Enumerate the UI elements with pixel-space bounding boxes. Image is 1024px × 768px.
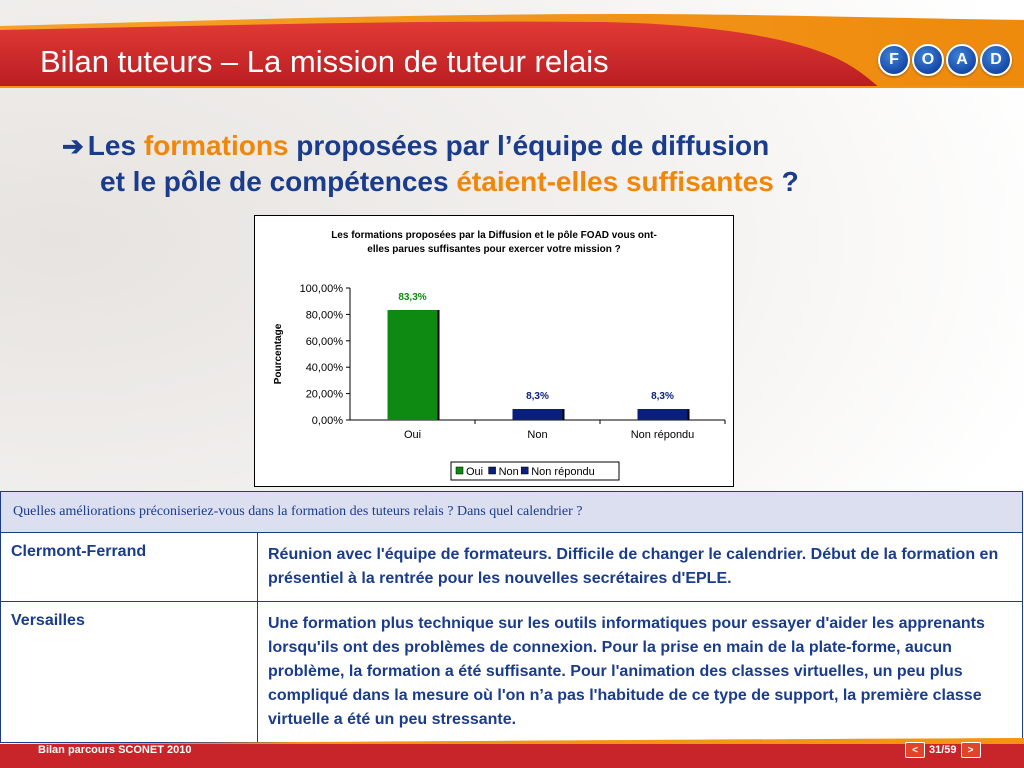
answers-table: Quelles améliorations préconiseriez-vous… [0, 491, 1023, 743]
legend-label: Non répondu [531, 466, 595, 478]
chart-title: elles parues suffisantes pour exercer vo… [367, 244, 620, 255]
legend-swatch [455, 466, 464, 475]
table-row: Clermont-Ferrand Réunion avec l'équipe d… [0, 532, 1023, 602]
x-tick-label: Oui [404, 429, 421, 441]
y-tick-label: 0,00% [312, 415, 343, 427]
legend-label: Oui [466, 466, 483, 478]
y-tick-label: 100,00% [300, 283, 344, 295]
bar [637, 409, 688, 420]
table-header-row: Quelles améliorations préconiseriez-vous… [0, 491, 1023, 533]
heading-line-1: ➔ Les formations proposées par l’équipe d… [62, 128, 799, 164]
chart-legend [450, 461, 620, 481]
y-tick-label: 80,00% [306, 309, 344, 321]
heading-text: proposées par l’équipe de diffusion [288, 130, 770, 161]
city-cell: Versailles [0, 601, 258, 743]
y-tick-label: 40,00% [306, 362, 344, 374]
heading-text: Les [87, 130, 144, 161]
logo-letter: O [912, 44, 944, 76]
footer-band [0, 738, 1024, 768]
table-row: Versailles Une formation plus technique … [0, 601, 1023, 743]
x-tick-label: Non [527, 429, 547, 441]
logo-letter: A [946, 44, 978, 76]
heading-text: ? [773, 166, 799, 197]
chevron-left-icon[interactable]: < [905, 742, 925, 758]
chart-title: Les formations proposées par la Diffusio… [331, 230, 657, 241]
logo-letter: F [878, 44, 910, 76]
data-label: 83,3% [398, 292, 426, 303]
slide-navigation: < 31/59 > [905, 742, 981, 758]
foad-logo: F O A D [878, 44, 1012, 76]
answer-cell: Une formation plus technique sur les out… [257, 601, 1023, 743]
bar [387, 310, 438, 420]
table-question: Quelles améliorations préconiseriez-vous… [0, 491, 1023, 533]
bar [512, 409, 563, 420]
chevron-right-icon[interactable]: > [960, 742, 981, 758]
y-tick-label: 60,00% [306, 336, 344, 348]
y-tick-label: 20,00% [306, 389, 344, 401]
heading-text: et le pôle de compétences [100, 166, 457, 197]
header-band [0, 14, 1024, 88]
logo-letter: D [980, 44, 1012, 76]
x-tick-label: Non répondu [631, 429, 695, 441]
answer-cell: Réunion avec l'équipe de formateurs. Dif… [257, 532, 1023, 602]
chart-svg: Les formations proposées par la Diffusio… [273, 230, 726, 481]
legend-label: Non [499, 466, 519, 478]
heading-highlight: formations [143, 130, 289, 161]
data-label: 8,3% [651, 391, 674, 402]
arrow-right-icon: ➔ [62, 131, 84, 161]
question-heading: ➔ Les formations proposées par l’équipe d… [62, 128, 799, 200]
heading-line-2: et le pôle de compétences étaient-elles … [62, 164, 799, 200]
legend-swatch [520, 466, 529, 475]
city-cell: Clermont-Ferrand [0, 532, 258, 602]
heading-highlight: étaient-elles suffisantes [456, 166, 774, 197]
y-axis-label: Pourcentage [273, 323, 284, 384]
footer-label: Bilan parcours SCONET 2010 [38, 744, 192, 756]
data-label: 8,3% [526, 391, 549, 402]
slide-title: Bilan tuteurs – La mission de tuteur rel… [40, 44, 609, 79]
page-number: 31/59 [929, 744, 957, 756]
legend-swatch [488, 466, 496, 475]
bar-chart: Les formations proposées par la Diffusio… [254, 215, 734, 487]
